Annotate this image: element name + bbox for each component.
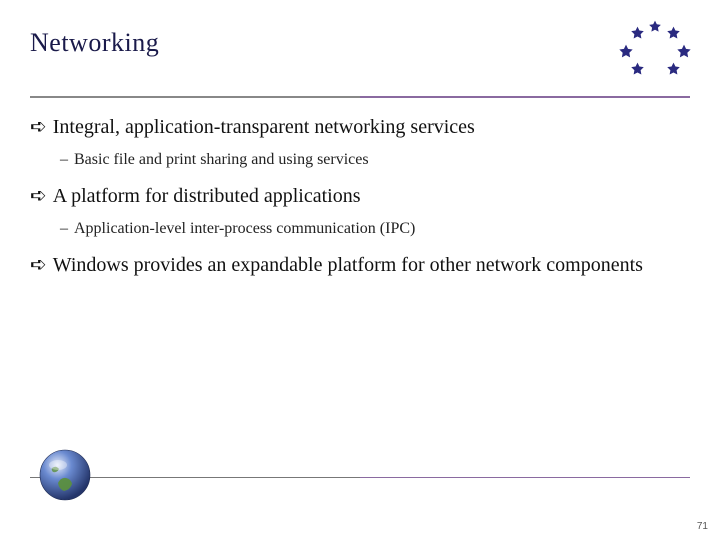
arrow-bullet-icon: ➪: [30, 252, 47, 279]
title-divider: [30, 96, 690, 98]
sub-bullet-text: Basic file and print sharing and using s…: [74, 151, 369, 169]
slide-container: Networking ➪ Integral, application-trans…: [0, 0, 720, 540]
star-icon: [618, 44, 634, 60]
slide-title: Networking: [30, 28, 159, 58]
list-item: ➪ Integral, application-transparent netw…: [30, 114, 690, 169]
globe-icon: [38, 448, 92, 502]
footer-divider: [30, 477, 690, 479]
bullet-line: ➪ A platform for distributed application…: [30, 183, 690, 210]
star-icon: [630, 62, 645, 77]
sub-bullet-line: – Basic file and print sharing and using…: [60, 151, 690, 169]
arrow-bullet-icon: ➪: [30, 114, 47, 141]
bullet-text: A platform for distributed applications: [53, 183, 361, 210]
bullet-text: Windows provides an expandable platform …: [53, 252, 643, 279]
dash-bullet-icon: –: [60, 151, 68, 169]
page-number: 71: [697, 521, 708, 532]
arrow-bullet-icon: ➪: [30, 183, 47, 210]
sub-bullet-text: Application-level inter-process communic…: [74, 220, 415, 238]
bullet-line: ➪ Windows provides an expandable platfor…: [30, 252, 690, 279]
bullet-text: Integral, application-transparent networ…: [53, 114, 475, 141]
star-icon: [666, 26, 681, 41]
star-icon: [666, 62, 681, 77]
content-area: ➪ Integral, application-transparent netw…: [30, 114, 690, 279]
sub-bullet-line: – Application-level inter-process commun…: [60, 220, 690, 238]
star-ring-logo: [606, 20, 696, 90]
star-icon: [676, 44, 692, 60]
title-row: Networking: [30, 28, 690, 90]
star-icon: [648, 20, 662, 34]
list-item: ➪ Windows provides an expandable platfor…: [30, 252, 690, 279]
list-item: ➪ A platform for distributed application…: [30, 183, 690, 238]
star-icon: [630, 26, 645, 41]
bullet-line: ➪ Integral, application-transparent netw…: [30, 114, 690, 141]
dash-bullet-icon: –: [60, 220, 68, 238]
